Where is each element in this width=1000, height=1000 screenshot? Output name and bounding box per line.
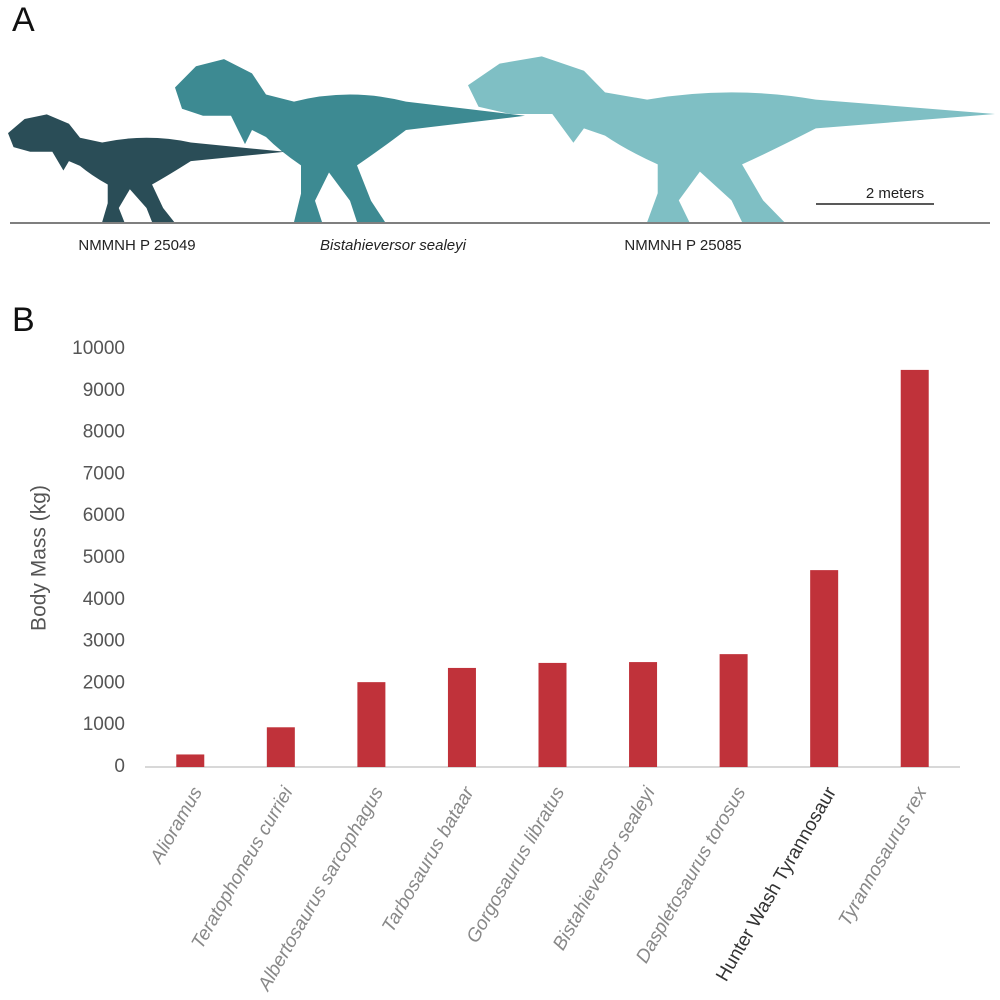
x-tick-label: Teratophoneus curriei — [188, 783, 298, 953]
y-tick-label: 4000 — [83, 589, 125, 610]
y-tick-label: 6000 — [83, 505, 125, 526]
bar — [447, 667, 476, 767]
y-axis-label: Body Mass (kg) — [28, 485, 51, 631]
bar — [176, 754, 205, 767]
x-tick-label: Tarbosaurus bataar — [378, 783, 479, 936]
panel-label: B — [12, 301, 35, 339]
x-tick-label: Tyrannosaurus rex — [835, 782, 932, 930]
y-tick-label: 10000 — [72, 338, 125, 359]
scale-label: 2 meters — [866, 185, 924, 202]
panel-label: A — [12, 1, 35, 39]
y-tick-label: 0 — [114, 756, 125, 777]
bar — [357, 682, 386, 767]
y-tick-label: 8000 — [83, 422, 125, 443]
specimen-label: NMMNH P 25049 — [78, 237, 195, 254]
bar — [810, 570, 839, 767]
specimen-label: Bistahieversor sealeyi — [320, 237, 467, 254]
bar — [900, 369, 929, 767]
bar — [538, 662, 567, 767]
y-tick-label: 1000 — [83, 714, 125, 735]
y-tick-label: 9000 — [83, 380, 125, 401]
x-tick-label: Gorgosaurus libratus — [463, 783, 570, 947]
bar — [266, 727, 295, 767]
y-tick-label: 3000 — [83, 631, 125, 652]
y-tick-label: 5000 — [83, 547, 125, 568]
x-tick-label: Bistahieversor sealeyi — [549, 783, 660, 954]
bar — [629, 662, 658, 767]
bar — [719, 654, 748, 767]
y-tick-label: 2000 — [83, 672, 125, 693]
x-tick-label: Alioramus — [146, 783, 207, 868]
specimen-label: NMMNH P 25085 — [624, 237, 741, 254]
y-tick-label: 7000 — [83, 463, 125, 484]
